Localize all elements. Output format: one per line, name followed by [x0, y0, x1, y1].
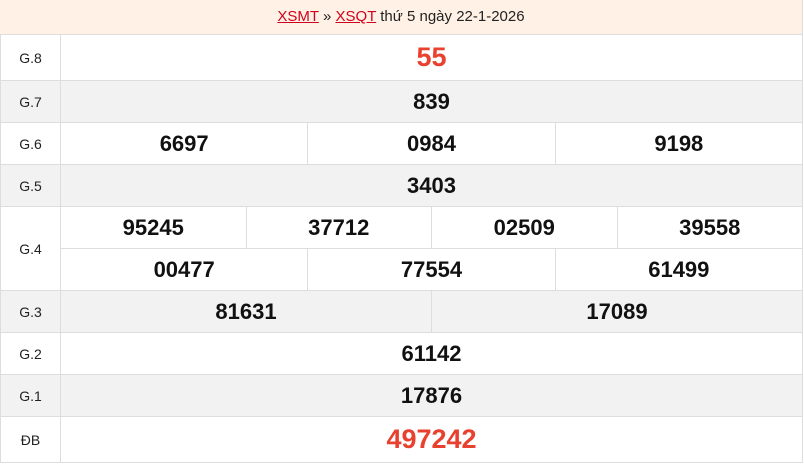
prize-row: G.2 61142 [0, 333, 802, 375]
prize-number: 17089 [431, 291, 802, 332]
prize-label: G.4 [0, 207, 61, 290]
prize-number: 9198 [554, 123, 802, 164]
prize-number: 3403 [407, 172, 456, 198]
prize-number: 6697 [159, 130, 209, 156]
prize-row: G.4 95245 37712 02509 39558 00477 77554 61499 [0, 207, 802, 291]
prize-label: G.3 [0, 291, 61, 332]
prize-number: 81631 [215, 298, 277, 324]
prize-number: 839 [413, 88, 450, 114]
prize-number: 61142 [401, 340, 462, 366]
prize-number: 0984 [307, 123, 554, 164]
prize-label: G.7 [0, 81, 61, 122]
prize-number: 61499 [554, 249, 802, 290]
prize-label: G.1 [0, 375, 61, 416]
prize-label: G.2 [0, 333, 61, 374]
prize-label: ĐB [0, 417, 61, 462]
prize-number: 77554 [307, 249, 554, 290]
xsmt-link[interactable]: XSMT [277, 8, 319, 25]
prize-number: 95245 [122, 214, 184, 240]
prize-row: G.7 839 [0, 81, 802, 123]
prize-number: 02509 [431, 207, 617, 248]
xsqt-link[interactable]: XSQT [335, 8, 377, 25]
prize-number: 497242 [386, 424, 477, 454]
prize-row: G.3 81631 17089 [0, 291, 802, 333]
prize-label: G.8 [0, 35, 61, 80]
prize-number: 55 [416, 42, 447, 72]
prize-number: 17876 [400, 382, 463, 408]
results-header: XSMT » XSQT thứ 5 ngày 22-1-2026 [0, 0, 802, 35]
prize-label: G.5 [0, 165, 61, 206]
prize-number: 00477 [153, 256, 215, 282]
prize-row: G.8 55 [0, 35, 802, 81]
prize-row: ĐB 497242 [0, 417, 802, 463]
prize-row: G.6 6697 0984 9198 [0, 123, 802, 165]
breadcrumb-separator: » [323, 8, 332, 25]
prize-number: 37712 [245, 207, 432, 248]
prize-number: 39558 [616, 207, 803, 248]
prize-label: G.6 [0, 123, 61, 164]
prize-row: G.5 3403 [0, 165, 802, 207]
draw-date: thứ 5 ngày 22-1-2026 [380, 8, 525, 25]
prize-row: G.1 17876 [0, 375, 802, 417]
